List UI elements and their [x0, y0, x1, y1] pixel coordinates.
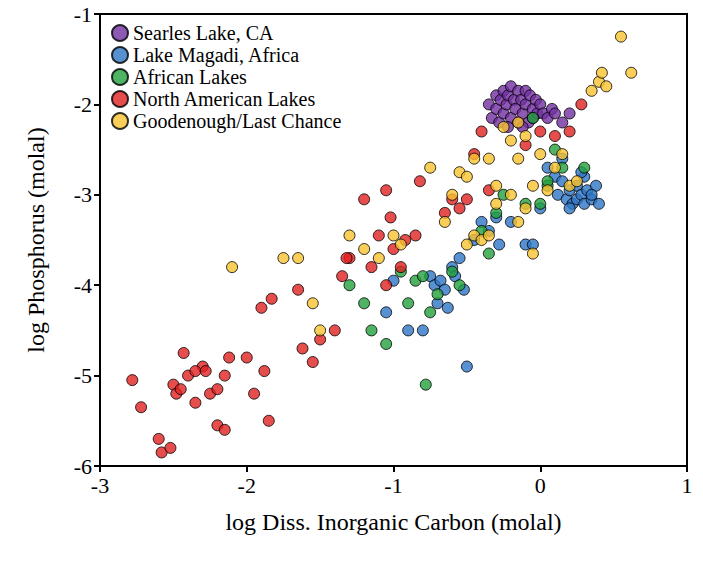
svg-text:-6: -6 [74, 454, 92, 479]
svg-text:-4: -4 [74, 273, 92, 298]
svg-text:Goodenough/Last Chance: Goodenough/Last Chance [133, 110, 341, 133]
svg-text:-3: -3 [74, 182, 92, 207]
svg-text:African Lakes: African Lakes [133, 66, 247, 88]
svg-text:-1: -1 [74, 2, 92, 27]
svg-text:log Phosphorus (molal): log Phosphorus (molal) [23, 127, 49, 352]
svg-text:-3: -3 [91, 473, 109, 498]
svg-text:0: 0 [535, 473, 546, 498]
svg-text:-2: -2 [74, 92, 92, 117]
svg-text:log Diss. Inorganic Carbon (mo: log Diss. Inorganic Carbon (molal) [225, 509, 561, 535]
svg-text:Searles Lake, CA: Searles Lake, CA [133, 22, 274, 44]
svg-text:-2: -2 [238, 473, 256, 498]
svg-text:Lake Magadi, Africa: Lake Magadi, Africa [133, 44, 299, 67]
svg-text:North American Lakes: North American Lakes [133, 88, 315, 110]
svg-text:1: 1 [682, 473, 693, 498]
svg-text:-1: -1 [384, 473, 402, 498]
svg-text:-5: -5 [74, 363, 92, 388]
